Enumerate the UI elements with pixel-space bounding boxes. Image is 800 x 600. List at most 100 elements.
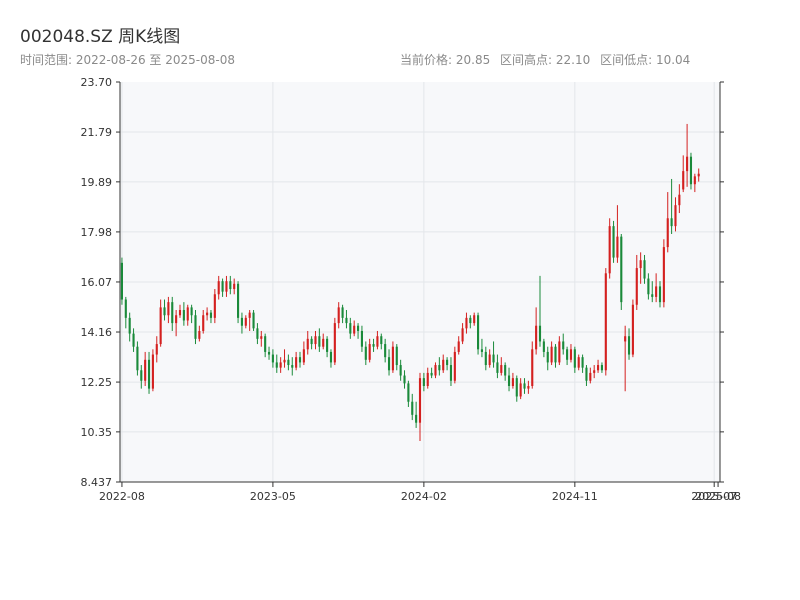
candle — [635, 254, 638, 311]
candle-body — [237, 283, 240, 318]
candle — [422, 372, 425, 392]
candle — [326, 336, 329, 358]
candle — [147, 351, 151, 394]
candle-body — [658, 286, 662, 303]
candle-body — [240, 317, 243, 326]
candle-body — [511, 378, 514, 387]
candle — [256, 323, 259, 345]
candle-body — [264, 336, 267, 352]
candle — [511, 372, 514, 389]
candle — [244, 315, 247, 329]
candle-body — [500, 365, 503, 373]
candle-body — [697, 173, 700, 177]
candle-body — [542, 341, 545, 352]
candle — [573, 346, 576, 373]
candle — [302, 341, 305, 366]
candle-body — [415, 414, 418, 423]
candle-body — [604, 273, 607, 371]
candle-body — [624, 336, 627, 342]
candle-body — [507, 375, 511, 387]
y-tick-label: 12.25 — [81, 376, 113, 389]
candle — [357, 323, 360, 339]
candle-body — [612, 226, 615, 258]
x-tick-label: 2025-08 — [695, 490, 741, 503]
candle — [434, 362, 437, 379]
x-axis-ticks: 2022-08 2023-05 2024-02 2024-11 2025-072025-… — [99, 482, 741, 503]
candle — [438, 357, 441, 376]
candle-body — [577, 357, 580, 368]
y-axis-ticks: 8.437 10.35 12.25 14.16 16.07 17.98 19.89 21.79… — [81, 76, 724, 489]
y-tick-label: 21.79 — [81, 126, 113, 139]
candle-body — [446, 359, 449, 366]
stats-bar: 当前价格: 20.85 区间高点: 22.10 区间低点: 10.04 — [400, 51, 696, 68]
candle-body — [194, 315, 197, 339]
candle-body — [434, 365, 437, 376]
candle — [457, 336, 460, 355]
candle — [384, 338, 387, 363]
candle — [593, 365, 596, 379]
candle — [155, 336, 158, 363]
candle-body — [244, 317, 247, 326]
candle-body — [469, 317, 472, 324]
candle — [202, 310, 205, 334]
candle — [643, 254, 646, 284]
candle-body — [329, 351, 333, 363]
x-tick-label: 2024-11 — [552, 490, 598, 503]
candle — [279, 357, 282, 373]
candle-body — [422, 378, 425, 387]
candle — [264, 333, 267, 358]
candle-body — [523, 383, 526, 389]
candle — [554, 344, 557, 368]
candle — [697, 168, 700, 182]
candle-body — [457, 341, 460, 352]
candle — [682, 155, 685, 193]
candle-body — [140, 370, 143, 381]
y-tick-label: 14.16 — [81, 326, 113, 339]
candle-body — [515, 378, 518, 397]
candle-body — [442, 359, 445, 371]
candle — [446, 357, 449, 371]
candle — [597, 359, 600, 373]
candle-body — [430, 372, 433, 376]
candle-body — [546, 351, 549, 363]
candle-body — [349, 323, 352, 334]
candle-body — [473, 315, 476, 324]
y-tick-label: 19.89 — [81, 176, 113, 189]
candles — [120, 123, 700, 442]
candle-body — [376, 336, 379, 347]
candle-body — [465, 317, 468, 329]
candle — [600, 362, 603, 373]
candle — [585, 365, 588, 387]
candle — [666, 192, 669, 253]
candle — [341, 304, 344, 324]
candle — [151, 349, 154, 392]
current-price-text: 当前价格: 20.85 — [400, 53, 491, 67]
candle-body — [225, 281, 228, 292]
candle-body — [341, 307, 344, 318]
candle-body — [666, 218, 669, 248]
candle — [337, 302, 340, 329]
candle-body — [686, 156, 689, 172]
candle-body — [535, 325, 538, 350]
candle — [442, 354, 445, 373]
candle-body — [682, 171, 685, 190]
candle — [500, 357, 503, 376]
candle-body — [128, 317, 131, 334]
candle — [403, 370, 406, 389]
candle-body — [171, 302, 174, 324]
candle — [527, 380, 530, 394]
candle-body — [167, 302, 170, 316]
candle-body — [155, 344, 158, 355]
candle — [504, 362, 507, 381]
candle-body — [233, 283, 236, 290]
candle — [612, 220, 615, 263]
candle-body — [461, 328, 464, 342]
candle — [128, 312, 131, 342]
candle — [507, 367, 511, 392]
candle — [477, 312, 480, 355]
candle-body — [643, 260, 646, 279]
candle-body — [573, 349, 576, 368]
candle-body — [662, 247, 665, 303]
candle-body — [566, 349, 569, 360]
candle-body — [380, 336, 383, 345]
